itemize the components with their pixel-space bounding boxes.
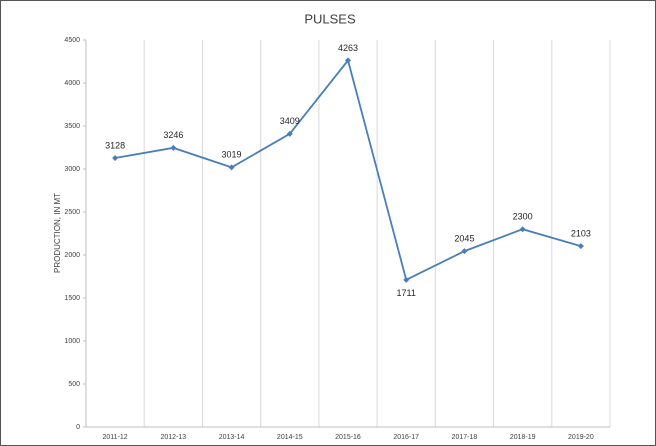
marker: [403, 276, 410, 283]
x-tick-label: 2017-18: [452, 434, 478, 441]
y-tick-label: 3500: [64, 123, 80, 130]
x-tick-label: 2013-14: [219, 434, 245, 441]
x-tick-label: 2019-20: [568, 434, 594, 441]
y-tick-label: 0: [76, 424, 80, 431]
y-tick-label: 2000: [64, 252, 80, 259]
marker: [577, 243, 584, 250]
x-tick-label: 2015-16: [335, 434, 361, 441]
marker: [228, 164, 235, 171]
data-label: 2300: [513, 212, 533, 222]
data-label: 3128: [105, 140, 125, 150]
marker: [345, 57, 351, 64]
chart-title: PULSES: [304, 11, 356, 26]
data-label: 2045: [454, 234, 474, 244]
x-tick-label: 2016-17: [393, 434, 419, 441]
data-label: 3246: [163, 130, 183, 140]
y-tick-label: 2500: [64, 209, 80, 216]
y-tick-label: 4000: [64, 80, 80, 87]
x-tick-label: 2012-13: [160, 434, 186, 441]
data-label: 2103: [571, 229, 591, 239]
data-label: 3409: [280, 116, 300, 126]
y-tick-label: 1000: [64, 338, 80, 345]
y-tick-label: 1500: [64, 295, 80, 302]
x-tick-label: 2014-15: [277, 434, 303, 441]
y-tick-label: 4500: [64, 37, 80, 44]
marker: [112, 154, 119, 161]
y-axis-label: PRODUCTION, IN MT: [53, 193, 62, 273]
data-label: 4263: [338, 43, 358, 53]
x-tick-label: 2011-12: [103, 434, 128, 441]
marker: [461, 248, 468, 255]
x-tick-label: 2018-19: [510, 434, 536, 441]
marker: [170, 144, 177, 151]
y-tick-label: 3000: [64, 166, 80, 173]
marker: [286, 130, 293, 137]
marker: [519, 226, 526, 233]
y-tick-label: 500: [68, 381, 80, 388]
data-label: 1711: [397, 288, 416, 298]
data-label: 3019: [222, 150, 242, 160]
